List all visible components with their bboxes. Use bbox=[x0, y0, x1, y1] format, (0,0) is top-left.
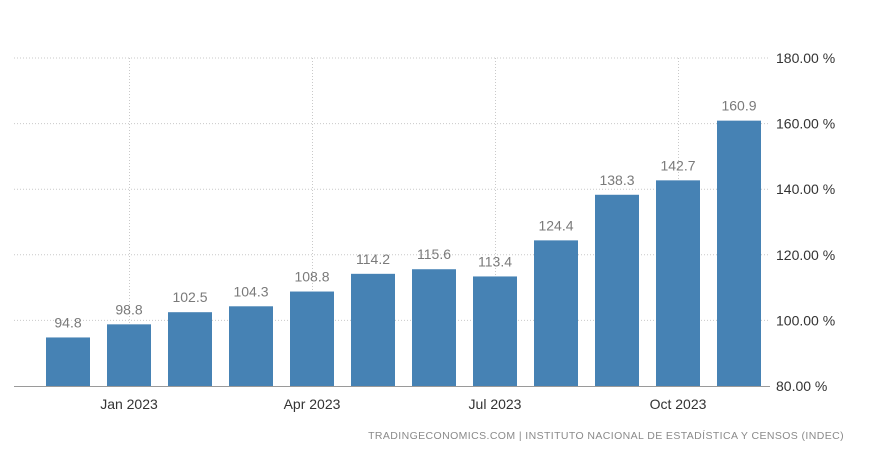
bar-jan-2023 bbox=[107, 324, 151, 386]
bar-nov-2023 bbox=[717, 120, 761, 386]
x-tick-label: Jul 2023 bbox=[469, 396, 522, 412]
data-label: 115.6 bbox=[417, 246, 451, 262]
bar-mar-2023 bbox=[229, 306, 273, 386]
bar-jul-2023 bbox=[473, 276, 517, 386]
data-label: 104.3 bbox=[233, 283, 268, 299]
y-tick-label: 140.00 % bbox=[776, 181, 835, 197]
data-label: 114.2 bbox=[356, 251, 390, 267]
data-label: 160.9 bbox=[721, 98, 756, 114]
data-label: 94.8 bbox=[54, 314, 81, 330]
bar-jun-2023 bbox=[412, 269, 456, 386]
bar-may-2023 bbox=[351, 273, 395, 386]
y-tick-label: 100.00 % bbox=[776, 312, 835, 328]
data-label: 142.7 bbox=[660, 157, 695, 173]
bar-dec-2022 bbox=[46, 337, 90, 386]
x-tick-label: Oct 2023 bbox=[650, 396, 707, 412]
y-tick-label: 120.00 % bbox=[776, 247, 835, 263]
data-label: 98.8 bbox=[115, 301, 142, 317]
x-tick-label: Apr 2023 bbox=[284, 396, 341, 412]
y-tick-label: 160.00 % bbox=[776, 116, 835, 132]
y-tick-label: 80.00 % bbox=[776, 378, 827, 394]
y-tick-label: 180.00 % bbox=[776, 50, 835, 66]
x-axis: Jan 2023 Apr 2023 Jul 2023 Oct 2023 bbox=[100, 396, 706, 412]
data-label: 124.4 bbox=[538, 217, 573, 233]
bar-aug-2023 bbox=[534, 240, 578, 386]
data-label-layer: 94.8 98.8 102.5 104.3 108.8 114.2 115.6 113.4 12… bbox=[54, 98, 756, 331]
source-attribution: TRADINGECONOMICS.COM | INSTITUTO NACIONA… bbox=[368, 430, 844, 442]
x-tick-label: Jan 2023 bbox=[100, 396, 158, 412]
bar-sep-2023 bbox=[595, 194, 639, 386]
bar-layer bbox=[46, 120, 761, 386]
data-label: 113.4 bbox=[478, 253, 512, 269]
data-label: 102.5 bbox=[172, 289, 207, 305]
y-axis: 80.00 % 100.00 % 120.00 % 140.00 % 160.00 % 1… bbox=[776, 50, 835, 394]
bar-oct-2023 bbox=[656, 180, 700, 386]
bar-apr-2023 bbox=[290, 291, 334, 386]
data-label: 108.8 bbox=[294, 269, 329, 285]
bar-feb-2023 bbox=[168, 312, 212, 386]
data-label: 138.3 bbox=[599, 172, 634, 188]
